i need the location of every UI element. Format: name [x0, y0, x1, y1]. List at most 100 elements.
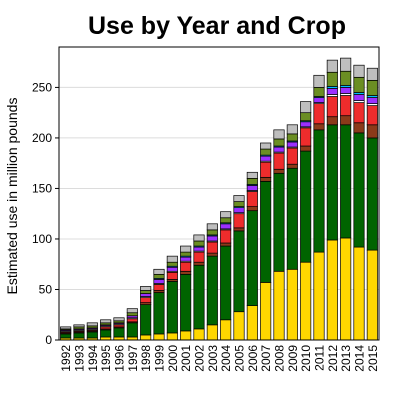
bar-segment [326, 116, 338, 126]
bar-segment [246, 171, 258, 179]
bar-segment [166, 255, 178, 263]
bar-segment [273, 129, 285, 140]
y-tick-label: 50 [39, 282, 53, 296]
bar-segment [180, 270, 192, 275]
bar-segment [313, 123, 325, 131]
bar-segment [260, 142, 272, 150]
bar-segment [353, 246, 365, 341]
y-axis-ticks: 0 50 100 150 200 250 [32, 80, 59, 347]
bar-segment [86, 322, 98, 327]
x-tick-label: 2003 [206, 345, 220, 372]
x-tick-label: 1997 [126, 345, 140, 372]
bar-segment [326, 71, 338, 87]
bar-segment [260, 176, 272, 182]
bar-segment [153, 333, 165, 341]
x-tick-label: 2010 [299, 345, 313, 372]
bar-segment [166, 266, 178, 272]
bar-segment [326, 59, 338, 73]
bar-segment [233, 311, 245, 341]
bar-segment [353, 94, 365, 101]
bar-stack-1997 [126, 308, 138, 341]
x-tick-label: 2005 [233, 345, 247, 372]
bar-stack-2014 [353, 64, 365, 341]
bar-segment [73, 332, 85, 339]
bar-segment [153, 268, 165, 275]
bar-stack-2003 [206, 223, 218, 341]
bar-segment [60, 333, 72, 339]
bar-segment [286, 147, 298, 165]
bar-segment [220, 242, 232, 247]
bar-segment [260, 181, 272, 283]
bar-segment [206, 229, 218, 236]
bar-segment [340, 57, 352, 72]
bar-segment [206, 223, 218, 231]
bar-segment [273, 138, 285, 147]
bar-segment [140, 297, 152, 303]
bar-stack-1994 [86, 322, 98, 341]
bar-segment [180, 261, 192, 272]
bar-segment [153, 279, 165, 284]
bar-segment [353, 102, 365, 124]
bar-segment [273, 172, 285, 272]
bar-segment [340, 237, 352, 341]
bar-segment [206, 252, 218, 257]
bar-segment [126, 312, 138, 317]
bar-segment [100, 319, 112, 324]
bar-segment [180, 251, 192, 257]
y-axis-label: Estimated use in million pounds [4, 98, 20, 295]
bar-segment [366, 124, 378, 139]
bar-segment [140, 304, 152, 336]
bar-segment [193, 240, 205, 247]
bar-segment [193, 234, 205, 242]
bar-segment [246, 191, 258, 207]
bar-segment [233, 230, 245, 313]
bar-segment [353, 122, 365, 134]
bar-segment [206, 241, 218, 254]
bar-segment [353, 64, 365, 78]
bar-segment [233, 213, 245, 229]
bar-segment [73, 324, 85, 328]
bar-segment [180, 273, 192, 332]
bar-segment [326, 96, 338, 118]
bar-segment [126, 322, 138, 338]
y-tick-label: 200 [32, 131, 52, 145]
bar-segment [180, 245, 192, 253]
bar-segment [300, 101, 312, 114]
bar-segment [126, 318, 138, 323]
x-tick-label: 1992 [59, 345, 73, 372]
bar-segment [260, 282, 272, 341]
bar-segment [313, 87, 325, 97]
bar-segment [353, 76, 365, 93]
x-tick-label: 2012 [326, 345, 340, 372]
bar-stack-2000 [166, 255, 178, 341]
bar-segment [366, 105, 378, 126]
bar-segment [220, 229, 232, 244]
bar-segment [326, 124, 338, 241]
bar-segment [326, 239, 338, 341]
bar-segment [86, 331, 98, 339]
bar-segment [166, 271, 178, 280]
x-tick-label: 2011 [313, 345, 327, 371]
x-tick-label: 2000 [166, 345, 180, 372]
bar-segment [220, 217, 232, 224]
bar-segment [140, 290, 152, 294]
bar-stack-1998 [140, 286, 152, 341]
bar-stack-2001 [180, 245, 192, 341]
y-tick-label: 100 [32, 232, 52, 246]
bar-segment [286, 141, 298, 148]
bar-segment [206, 324, 218, 341]
bar-segment [180, 330, 192, 341]
x-tick-label: 2004 [219, 345, 233, 372]
bar-segment [340, 95, 352, 117]
bar-segment [286, 124, 298, 135]
bar-segment [340, 124, 352, 239]
x-tick-label: 1994 [86, 345, 100, 372]
bar-segment [193, 261, 205, 266]
x-tick-label: 1998 [139, 345, 153, 372]
bar-stack-2010 [300, 101, 312, 341]
bar-segment [273, 168, 285, 174]
x-tick-label: 2007 [259, 345, 273, 372]
bar-stack-1999 [153, 268, 165, 341]
bar-segment [180, 256, 192, 262]
bar-stack-2005 [233, 195, 245, 341]
